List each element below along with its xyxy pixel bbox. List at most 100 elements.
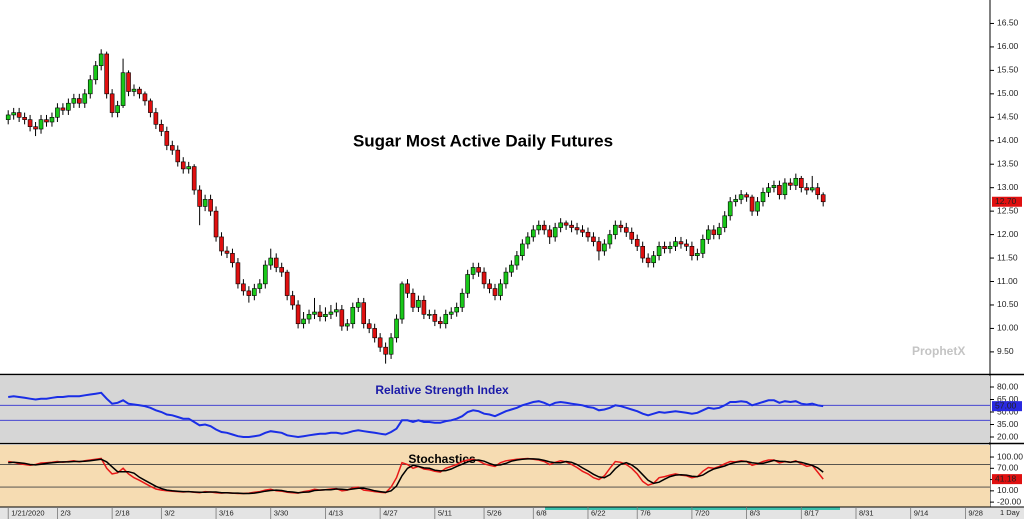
- candle-body: [394, 318, 399, 339]
- candle-body: [711, 229, 717, 235]
- candle-body: [421, 299, 427, 315]
- candle-body: [602, 243, 607, 252]
- panel-title: Relative Strength Index: [375, 383, 509, 397]
- candle-body: [640, 246, 645, 259]
- candle-body: [355, 302, 361, 308]
- candle-body: [465, 274, 470, 294]
- candle-body: [716, 227, 722, 235]
- y-tick-label: 13.50: [997, 158, 1019, 168]
- panel: -20.0010.0040.0070.00100.00Stochastics41…: [0, 442, 1024, 507]
- candle-body: [224, 250, 230, 254]
- x-tick-label: 3/16: [219, 508, 234, 517]
- candle-body: [306, 314, 312, 320]
- candle-body: [120, 72, 126, 106]
- candle-body: [815, 187, 821, 196]
- candle-body: [793, 177, 799, 186]
- candle-body: [744, 194, 749, 198]
- x-tick-label: 6/22: [591, 508, 606, 517]
- candle-body: [49, 116, 55, 123]
- candle-body: [689, 246, 695, 257]
- candle-body: [684, 243, 689, 247]
- candle-body: [651, 255, 656, 264]
- candle-body: [197, 189, 202, 207]
- candle-body: [323, 314, 328, 317]
- candle-body: [722, 215, 728, 228]
- last-value-label: 57.00: [995, 400, 1017, 410]
- candle-body: [443, 314, 449, 325]
- candle-body: [695, 253, 700, 257]
- candle-body: [678, 241, 684, 245]
- candle-body: [262, 264, 268, 285]
- y-tick-label: 14.00: [997, 135, 1019, 145]
- x-tick-label: 4/13: [328, 508, 343, 517]
- candle-body: [290, 295, 295, 306]
- last-value-box: [992, 474, 1022, 485]
- y-tick-label: 100.00: [997, 451, 1023, 461]
- candle-body: [700, 238, 706, 254]
- candle-body: [279, 267, 284, 273]
- candle-body: [820, 194, 826, 203]
- candle-body: [71, 98, 77, 104]
- candle-body: [591, 236, 596, 242]
- x-tick-label: 3/2: [164, 508, 174, 517]
- candle-body: [492, 288, 498, 296]
- candle-body: [738, 194, 744, 200]
- y-tick-label: 80.00: [997, 381, 1019, 391]
- candle-body: [629, 231, 635, 240]
- candle-body: [525, 236, 531, 245]
- candle-body: [416, 299, 421, 308]
- y-tick-label: 15.50: [997, 65, 1019, 75]
- candle-body: [60, 107, 66, 111]
- candle-body: [5, 114, 11, 120]
- y-tick-label: 16.00: [997, 41, 1019, 51]
- x-tick-label: 7/6: [640, 508, 650, 517]
- x-tick-label: 2/3: [60, 508, 70, 517]
- y-tick-label: 10.00: [997, 485, 1019, 495]
- y-tick-label: 10.50: [997, 299, 1019, 309]
- candle-body: [596, 241, 602, 252]
- candle-body: [44, 119, 49, 123]
- x-tick-label: 5/26: [487, 508, 502, 517]
- candle-body: [339, 309, 345, 327]
- candle-body: [175, 149, 181, 163]
- candle-body: [126, 72, 131, 92]
- y-tick-label: 20.00: [997, 431, 1019, 441]
- x-tick-label: 6/8: [536, 508, 546, 517]
- candle-body: [509, 264, 514, 273]
- candle-body: [246, 290, 252, 296]
- candle-body: [448, 311, 454, 315]
- candle-body: [388, 337, 394, 355]
- candle-body: [301, 318, 306, 325]
- candle-body: [82, 93, 88, 104]
- candle-body: [552, 227, 558, 238]
- last-value-box: [992, 196, 1022, 207]
- candle-body: [312, 311, 317, 315]
- candle-body: [580, 229, 585, 233]
- candle-body: [257, 283, 263, 289]
- candle-body: [706, 229, 711, 240]
- panel: 9.50 10.00 10.50 11.00 11.50 12.00 12.50 13.00 1…: [5, 18, 1022, 364]
- candle-body: [405, 283, 410, 294]
- indicator-line: [8, 457, 824, 495]
- y-tick-label: 12.50: [997, 205, 1019, 215]
- candle-body: [317, 311, 323, 317]
- candle-body: [273, 257, 279, 268]
- candle-body: [755, 201, 760, 212]
- y-tick-label: 70.00: [997, 463, 1019, 473]
- x-tick-label: 5/11: [438, 508, 452, 517]
- candle-body: [662, 246, 667, 249]
- candle-body: [399, 283, 405, 320]
- candle-body: [574, 227, 580, 231]
- candle-body: [788, 182, 793, 186]
- candle-body: [186, 166, 192, 170]
- candle-body: [777, 185, 782, 196]
- candle-body: [613, 224, 618, 235]
- last-value-label: 41.18: [995, 473, 1017, 483]
- candle-body: [11, 112, 16, 116]
- y-tick-label: 15.00: [997, 88, 1019, 98]
- candle-body: [514, 255, 520, 266]
- candle-body: [585, 231, 591, 238]
- candle-body: [93, 65, 99, 81]
- candle-body: [503, 271, 509, 285]
